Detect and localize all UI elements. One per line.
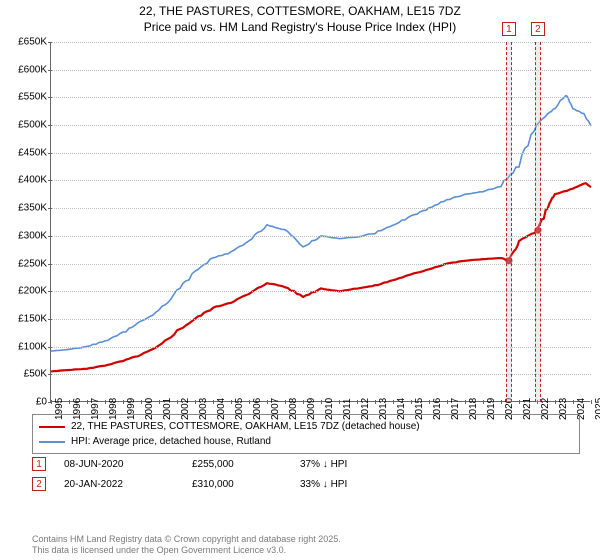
sale-index-box: 2	[32, 477, 46, 491]
sale-price: £255,000	[192, 459, 282, 470]
sale-index-box: 1	[32, 457, 46, 471]
legend-label: 22, THE PASTURES, COTTESMORE, OAKHAM, LE…	[71, 419, 420, 434]
y-tick	[48, 97, 52, 98]
title-address: 22, THE PASTURES, COTTESMORE, OAKHAM, LE…	[0, 4, 600, 20]
x-axis-label: 2025	[594, 398, 600, 420]
x-tick	[141, 400, 142, 404]
y-tick	[48, 264, 52, 265]
legend-box: 22, THE PASTURES, COTTESMORE, OAKHAM, LE…	[32, 414, 580, 454]
x-tick	[483, 400, 484, 404]
y-tick	[48, 236, 52, 237]
y-axis-label: £600K	[3, 64, 47, 75]
sale-marker-index: 1	[502, 22, 516, 36]
x-tick	[159, 400, 160, 404]
sale-marker-band	[506, 42, 512, 402]
x-tick	[267, 400, 268, 404]
x-tick	[339, 400, 340, 404]
sales-table: 1 08-JUN-2020 £255,000 37% ↓ HPI 2 20-JA…	[32, 454, 580, 494]
chart-container: 22, THE PASTURES, COTTESMORE, OAKHAM, LE…	[0, 0, 600, 560]
x-tick	[519, 400, 520, 404]
x-tick	[195, 400, 196, 404]
x-tick	[303, 400, 304, 404]
y-axis-label: £300K	[3, 230, 47, 241]
x-tick	[573, 400, 574, 404]
sale-date: 20-JAN-2022	[64, 479, 174, 490]
y-tick	[48, 70, 52, 71]
x-tick	[465, 400, 466, 404]
x-tick	[123, 400, 124, 404]
x-tick	[249, 400, 250, 404]
sale-date: 08-JUN-2020	[64, 459, 174, 470]
y-axis-label: £150K	[3, 313, 47, 324]
footer-line: Contains HM Land Registry data © Crown c…	[32, 534, 580, 545]
x-tick	[105, 400, 106, 404]
x-tick	[87, 400, 88, 404]
sale-row: 1 08-JUN-2020 £255,000 37% ↓ HPI	[32, 454, 580, 474]
y-axis-label: £100K	[3, 341, 47, 352]
x-tick	[321, 400, 322, 404]
y-axis-label: £50K	[3, 369, 47, 380]
sale-price: £310,000	[192, 479, 282, 490]
y-tick	[48, 180, 52, 181]
x-tick	[393, 400, 394, 404]
y-axis-label: £400K	[3, 175, 47, 186]
y-tick	[48, 42, 52, 43]
y-tick	[48, 291, 52, 292]
x-tick	[555, 400, 556, 404]
chart-area: £0£50K£100K£150K£200K£250K£300K£350K£400…	[50, 42, 590, 402]
x-tick	[411, 400, 412, 404]
footer-line: This data is licensed under the Open Gov…	[32, 545, 580, 556]
sale-marker-index: 2	[531, 22, 545, 36]
x-tick	[177, 400, 178, 404]
y-axis-label: £500K	[3, 120, 47, 131]
sale-delta: 33% ↓ HPI	[300, 479, 410, 490]
legend-item: 22, THE PASTURES, COTTESMORE, OAKHAM, LE…	[39, 419, 573, 434]
x-tick	[357, 400, 358, 404]
y-axis-label: £450K	[3, 147, 47, 158]
y-tick	[48, 125, 52, 126]
x-tick	[213, 400, 214, 404]
x-tick	[231, 400, 232, 404]
legend-swatch	[39, 441, 65, 443]
y-tick	[48, 153, 52, 154]
y-axis-label: £200K	[3, 286, 47, 297]
sale-delta: 37% ↓ HPI	[300, 459, 410, 470]
x-tick	[375, 400, 376, 404]
y-axis-label: £350K	[3, 203, 47, 214]
x-tick	[591, 400, 592, 404]
footer-attribution: Contains HM Land Registry data © Crown c…	[32, 534, 580, 557]
y-axis-label: £650K	[3, 37, 47, 48]
x-tick	[51, 400, 52, 404]
y-tick	[48, 319, 52, 320]
y-axis-label: £0	[3, 397, 47, 408]
sale-row: 2 20-JAN-2022 £310,000 33% ↓ HPI	[32, 474, 580, 494]
x-tick	[285, 400, 286, 404]
plot-region: £0£50K£100K£150K£200K£250K£300K£350K£400…	[50, 42, 590, 402]
legend-item: HPI: Average price, detached house, Rutl…	[39, 434, 573, 449]
x-tick	[501, 400, 502, 404]
x-tick	[69, 400, 70, 404]
x-tick	[429, 400, 430, 404]
y-tick	[48, 347, 52, 348]
sale-marker-band	[535, 42, 541, 402]
y-tick	[48, 208, 52, 209]
legend-label: HPI: Average price, detached house, Rutl…	[71, 434, 271, 449]
x-tick	[447, 400, 448, 404]
legend-swatch	[39, 426, 65, 428]
y-axis-label: £250K	[3, 258, 47, 269]
y-axis-label: £550K	[3, 92, 47, 103]
y-tick	[48, 374, 52, 375]
